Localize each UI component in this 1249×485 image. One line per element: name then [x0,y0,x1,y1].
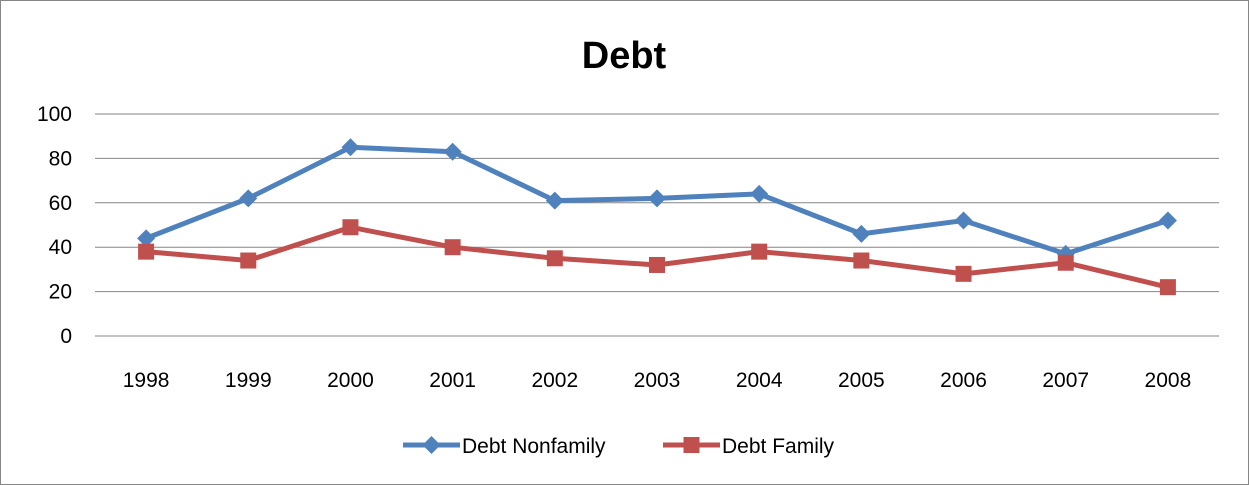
data-point [954,211,973,230]
gridlines [95,113,1219,337]
data-point [240,252,257,269]
legend: Debt Nonfamily Debt Family [403,435,835,458]
x-tick-label: 1998 [123,369,170,392]
x-tick-label: 2001 [429,369,476,392]
data-point [1057,254,1074,271]
data-point [444,239,461,256]
legend-marker [683,437,700,453]
data-point [138,243,155,260]
series-debt-family [138,219,1176,296]
data-point [545,191,564,210]
y-axis-ticks: 0 20 40 60 80 100 [37,103,72,348]
y-tick-label: 60 [49,192,72,215]
x-tick-label: 2005 [838,369,885,392]
x-tick-label: 2007 [1042,369,1089,392]
x-tick-label: 2003 [634,369,681,392]
data-point [546,250,563,267]
y-tick-label: 0 [60,325,72,348]
series-debt-nonfamily [137,138,1177,263]
data-point [342,219,359,236]
data-point [751,243,768,260]
data-point [341,138,360,157]
data-point [648,189,666,208]
data-point [443,142,462,161]
data-point [1158,211,1177,230]
x-tick-label: 2002 [531,369,578,392]
data-point [1159,279,1176,296]
data-point [239,189,258,208]
data-point [649,256,665,273]
x-tick-label: 1999 [225,369,272,392]
data-point [852,224,871,243]
data-point [137,229,156,248]
y-tick-label: 100 [37,103,72,126]
legend-label: Debt Nonfamily [462,435,606,458]
data-point [750,184,769,203]
x-tick-label: 2008 [1145,369,1192,392]
legend-marker [422,436,441,454]
data-point [955,265,972,282]
legend-label: Debt Family [722,435,835,458]
data-point [853,252,870,269]
legend-item: Debt Nonfamily [403,435,606,458]
x-tick-label: 2004 [736,369,783,392]
series-group [137,138,1177,296]
y-tick-label: 80 [49,147,72,170]
y-tick-label: 20 [49,281,72,304]
x-tick-label: 2000 [327,369,374,392]
chart-title: Debt [582,35,667,77]
legend-item: Debt Family [663,435,835,458]
x-axis-ticks: 1998 1999 2000 2001 2002 2003 2004 2005 2006 2007… [123,369,1192,392]
x-tick-label: 2006 [940,369,987,392]
y-tick-label: 40 [49,236,72,259]
